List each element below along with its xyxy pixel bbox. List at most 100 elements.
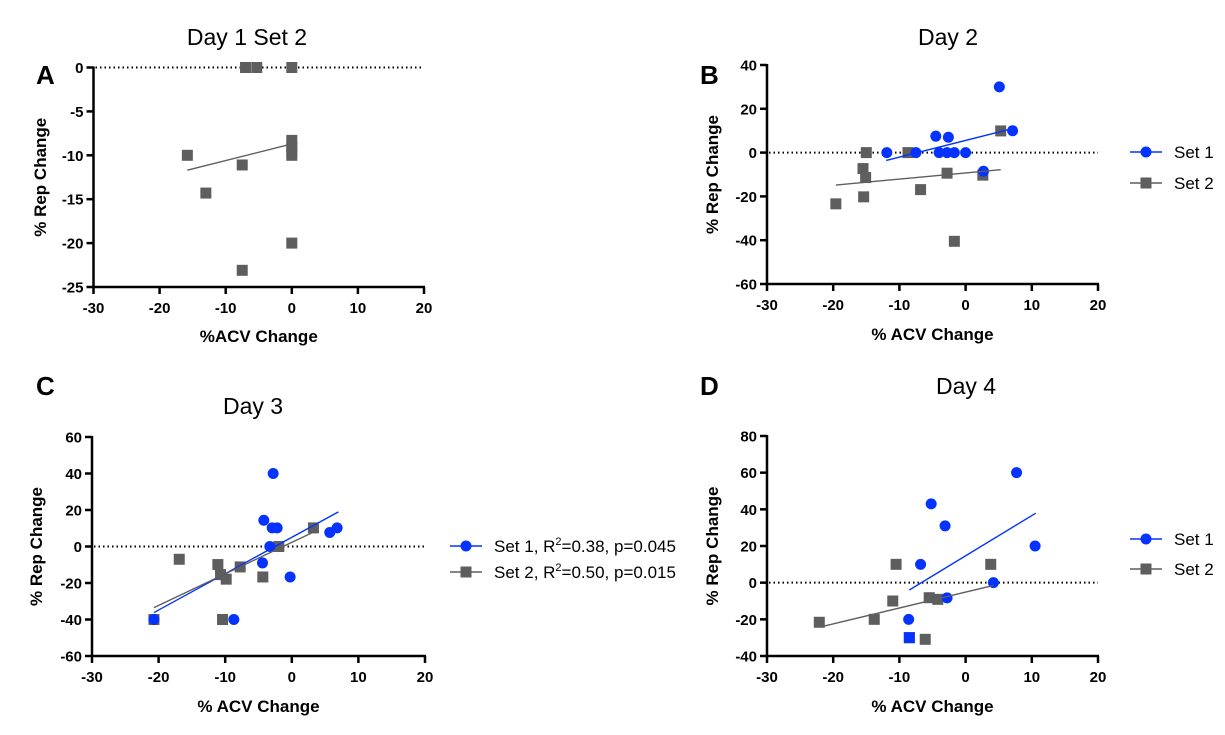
y-tick-label: 20 <box>65 503 82 520</box>
y-tick-label: 80 <box>740 429 757 446</box>
x-tick-label: 10 <box>350 300 367 317</box>
data-point-square <box>919 633 931 645</box>
x-tick-label: -10 <box>889 297 911 314</box>
data-point-square <box>200 187 212 199</box>
data-point-square <box>286 149 298 161</box>
y-tick-label: -20 <box>735 612 757 629</box>
y-tick-label: -40 <box>60 612 82 629</box>
y-tick-label: 0 <box>74 539 82 556</box>
data-point-square <box>251 62 263 73</box>
legend-label-prefix: Set 1, R <box>494 537 555 556</box>
data-point-square <box>307 522 319 534</box>
x-tick-label: -20 <box>149 300 171 317</box>
data-point-square <box>887 595 899 607</box>
y-axis-title: % Rep Change <box>31 118 50 237</box>
legend-label: Set 1 <box>1174 143 1214 162</box>
panel-letter: C <box>36 371 55 401</box>
legend: Set 1 Set 2 <box>1130 530 1214 579</box>
data-point-square <box>220 573 232 585</box>
panel-letter: D <box>700 371 719 401</box>
x-axis-title: % ACV Change <box>197 697 319 716</box>
data-point-square <box>868 613 880 625</box>
y-tick-label: 20 <box>740 101 757 118</box>
series-set-2 <box>813 558 997 645</box>
data-point-circle <box>881 147 893 159</box>
x-tick-label: -30 <box>756 669 778 686</box>
y-tick-label: -60 <box>735 277 757 294</box>
chart-title: Day 4 <box>936 373 996 399</box>
x-axis-title: % ACV Change <box>871 325 993 344</box>
legend-circle-marker-icon <box>1140 533 1152 545</box>
x-tick-label: -30 <box>83 300 105 317</box>
y-tick-label: -40 <box>735 233 757 250</box>
y-tick-label: 0 <box>749 145 757 162</box>
data-point-circle <box>933 147 945 159</box>
series-set-1 <box>148 468 343 625</box>
legend-square-marker-icon <box>1140 563 1152 575</box>
data-point-square <box>890 558 902 570</box>
y-tick-label: 0 <box>75 60 83 77</box>
data-point-square <box>948 235 960 247</box>
x-tick-label: 10 <box>1023 669 1040 686</box>
x-tick-label: 10 <box>1023 297 1040 314</box>
legend-square-marker-icon <box>460 566 472 578</box>
data-point-circle <box>941 592 953 604</box>
data-point-circle <box>1007 125 1019 137</box>
data-point-square <box>858 191 870 203</box>
x-tick-label: 0 <box>288 669 296 686</box>
x-tick-label: -10 <box>215 300 237 317</box>
data-point-square <box>286 62 298 73</box>
y-tick-label: -5 <box>70 104 83 121</box>
data-point-circle <box>1029 540 1041 552</box>
chart-title: Day 3 <box>223 393 283 419</box>
data-point-circle <box>942 131 954 143</box>
data-point-square <box>257 571 269 583</box>
data-point-square <box>286 237 298 249</box>
data-point-square <box>273 541 285 552</box>
legend-label: Set 2 <box>1174 560 1214 579</box>
fit-line-set-2 <box>153 530 317 609</box>
data-point-circle <box>939 520 951 532</box>
y-tick-label: -20 <box>735 189 757 206</box>
data-point-circle <box>960 147 972 159</box>
y-tick-label: -20 <box>62 236 84 253</box>
x-tick-label: -10 <box>889 669 911 686</box>
series-set-1 <box>903 467 1041 625</box>
x-tick-label: 20 <box>416 300 433 317</box>
data-point-circle <box>903 613 915 625</box>
y-tick-label: -15 <box>62 192 84 209</box>
y-tick-label: 60 <box>740 465 757 482</box>
x-tick-label: 10 <box>350 669 367 686</box>
x-tick-label: -20 <box>822 669 844 686</box>
fit-line-set-1 <box>908 512 1037 591</box>
panel-c: C Day 3 60 40 20 0 -20 -40 -60 -30 -20 -10 0 10 20 % AC… <box>27 371 676 716</box>
data-point-circle <box>1011 467 1023 479</box>
panel-a: A Day 1 Set 2 0 -5 -10 -15 -20 -25 -30 -20 -10 0 10 2… <box>31 24 432 346</box>
x-tick-label: 20 <box>1090 669 1107 686</box>
legend-square-marker-icon <box>1140 177 1152 189</box>
data-point-square <box>240 62 252 73</box>
y-tick-label: -10 <box>62 148 84 165</box>
data-point-square <box>902 147 914 159</box>
x-tick-label: -10 <box>214 669 236 686</box>
y-tick-label: -60 <box>60 649 82 666</box>
x-tick-label: 0 <box>961 669 969 686</box>
data-point-circle <box>256 557 268 569</box>
legend-label: Set 2, R2=0.50, p=0.015 <box>494 562 676 582</box>
x-tick-label: -20 <box>148 669 170 686</box>
series-set-2 <box>830 125 1007 247</box>
legend-label: Set 1 <box>1174 530 1214 549</box>
data-point-circle <box>915 558 927 570</box>
data-point-circle <box>925 498 937 510</box>
fit-line-set-1 <box>885 127 1013 162</box>
data-point-square <box>217 614 229 625</box>
y-tick-label: -25 <box>62 280 84 297</box>
legend-label: Set 2 <box>1174 174 1214 193</box>
x-tick-label: 0 <box>288 300 296 317</box>
y-axis-title: % Rep Change <box>27 487 46 606</box>
data-point-square <box>181 149 193 161</box>
data-point-square <box>212 559 224 571</box>
data-point-circle <box>284 571 296 583</box>
data-point-circle <box>331 522 343 534</box>
